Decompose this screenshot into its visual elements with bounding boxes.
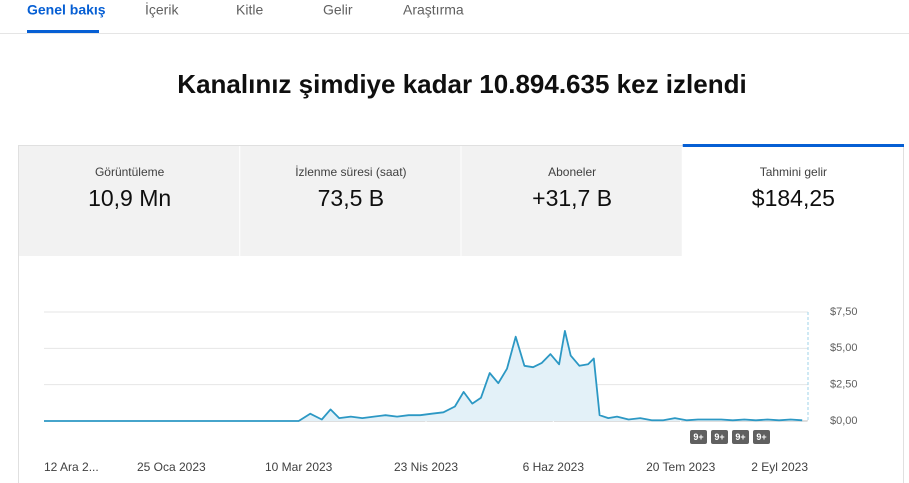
metric-tile[interactable]	[19, 146, 240, 256]
tab-divider	[0, 33, 909, 34]
headline: Kanalınız şimdiye kadar 10.894.635 kez i…	[177, 69, 746, 99]
y-tick-label: $5,00	[830, 342, 858, 354]
video-badge-label: 9+	[756, 432, 766, 442]
video-badge[interactable]	[711, 430, 728, 444]
x-tick-label: 25 Oca 2023	[137, 460, 206, 474]
tab[interactable]: Genel bakış	[27, 2, 106, 18]
video-badge-label: 9+	[693, 432, 703, 442]
metric-value: 73,5 B	[318, 185, 385, 211]
metric-label: Tahmini gelir	[760, 165, 827, 179]
x-tick-label: 20 Tem 2023	[646, 460, 715, 474]
x-tick-label: 10 Mar 2023	[265, 460, 333, 474]
y-tick-label: $7,50	[830, 306, 858, 318]
tab[interactable]: Araştırma	[403, 2, 464, 18]
metric-selected-bar	[682, 144, 904, 147]
metric-tile[interactable]	[461, 146, 682, 256]
metric-value: $184,25	[752, 185, 835, 211]
y-tick-label: $2,50	[830, 379, 858, 391]
x-tick-label: 2 Eyl 2023	[751, 460, 808, 474]
line	[44, 330, 803, 422]
x-tick-label: 6 Haz 2023	[523, 460, 585, 474]
video-badge[interactable]	[753, 430, 770, 444]
metric-tile[interactable]	[682, 146, 903, 256]
y-tick-label: $0,00	[830, 415, 858, 427]
video-badge-label: 9+	[714, 432, 724, 442]
video-badge[interactable]	[690, 430, 707, 444]
tab[interactable]: İçerik	[145, 1, 179, 18]
metric-value: 10,9 Mn	[88, 185, 171, 211]
metric-value: +31,7 B	[532, 185, 612, 211]
tab[interactable]: Gelir	[323, 2, 353, 18]
metric-label: Aboneler	[548, 165, 596, 179]
metric-label: İzlenme süresi (saat)	[295, 165, 406, 179]
tab-underline	[27, 30, 99, 33]
x-tick-label: 23 Nis 2023	[394, 460, 458, 474]
metric-tile[interactable]	[240, 146, 461, 256]
tab[interactable]: Kitle	[236, 2, 263, 18]
video-badge[interactable]	[732, 430, 749, 444]
video-badge-label: 9+	[735, 432, 745, 442]
metric-label: Görüntüleme	[95, 165, 165, 179]
x-tick-label: 12 Ara 2...	[44, 460, 99, 474]
